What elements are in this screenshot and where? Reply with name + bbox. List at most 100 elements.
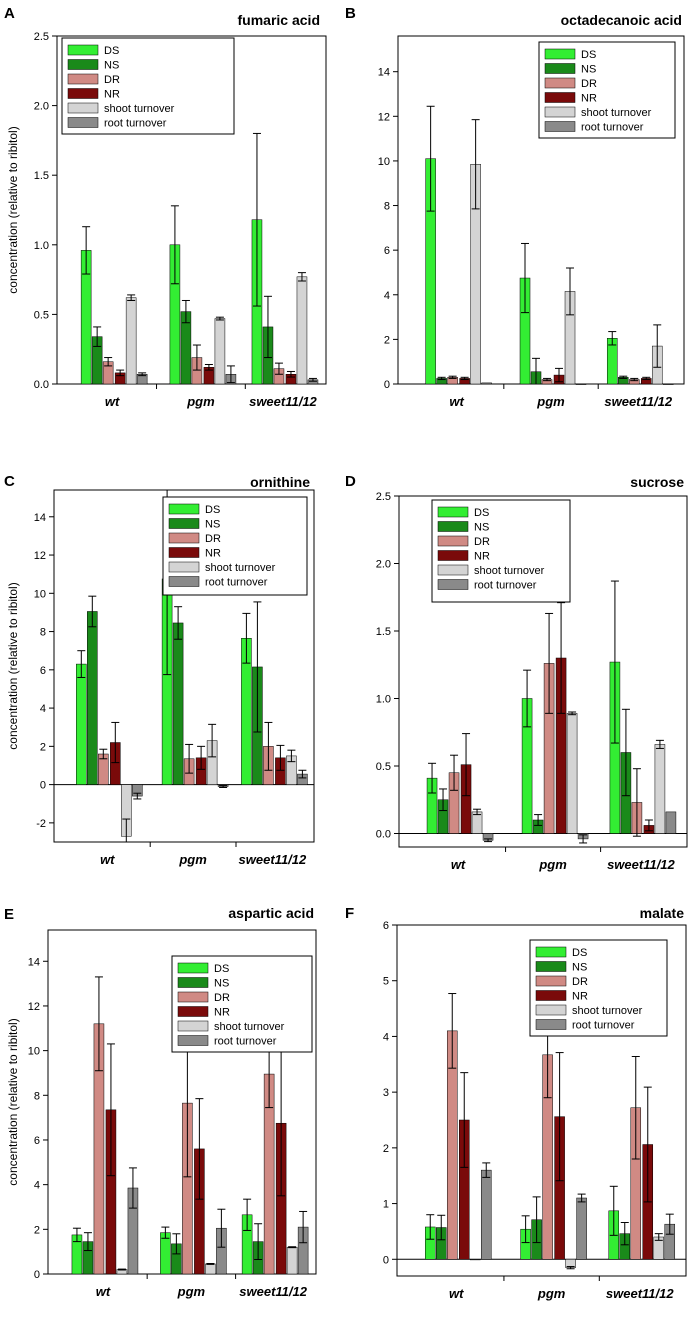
legend-swatch	[544, 106, 576, 118]
x-category-label: sweet11/12	[606, 1286, 674, 1301]
bar	[286, 1246, 298, 1275]
bar	[576, 1197, 587, 1260]
panel-c: -2 0 2 4 6 8 10 12 14 wt pgm sweet11/12 DS NS DR NR shoo…	[4, 473, 315, 867]
legend-swatch	[437, 535, 469, 547]
legend-swatch	[437, 506, 469, 518]
y-tick-label: 2	[40, 741, 46, 753]
legend-swatch	[177, 1006, 209, 1017]
bar	[469, 1259, 481, 1261]
bar	[665, 811, 677, 834]
legend-label: shoot turnover	[205, 562, 276, 574]
legend-label: DS	[104, 45, 119, 57]
y-tick-label: 10	[28, 1046, 40, 1058]
y-tick-label: 6	[384, 245, 390, 257]
panel-a: 0.0 0.5 1.0 1.5 2.0 2.5 wt pgm sweet11/12 DS NS DR N…	[4, 5, 327, 409]
y-tick-label: 0.5	[34, 309, 49, 321]
legend-label: DS	[214, 963, 229, 975]
x-category-label: pgm	[177, 1284, 206, 1299]
legend-label: DR	[572, 976, 588, 988]
y-tick-label: 0.0	[376, 829, 391, 841]
legend-swatch	[67, 73, 99, 85]
legend-label: DR	[581, 78, 597, 90]
legend-label: root turnover	[104, 118, 167, 130]
x-category-label: pgm	[536, 394, 565, 409]
y-tick-label: 14	[378, 67, 390, 79]
y-tick-label: 0	[383, 1254, 389, 1266]
legend-label: shoot turnover	[214, 1021, 285, 1033]
y-tick-label: 8	[384, 201, 390, 213]
legend-swatch	[437, 579, 469, 590]
x-category-label: wt	[449, 394, 464, 409]
y-tick-label: 1	[383, 1199, 389, 1211]
legend-label: NS	[572, 962, 587, 974]
panel-title: ornithine	[250, 474, 310, 490]
legend-label: NS	[214, 978, 229, 990]
y-tick-label: 14	[28, 956, 40, 968]
y-tick-label: 8	[34, 1090, 40, 1102]
legend-label: NR	[104, 89, 120, 101]
legend-swatch	[168, 561, 200, 573]
legend-swatch	[535, 946, 567, 958]
legend-label: DR	[205, 533, 221, 545]
y-tick-label: 12	[28, 1001, 40, 1013]
legend-swatch	[437, 550, 469, 561]
legend-swatch	[544, 48, 576, 60]
y-tick-label: 12	[378, 111, 390, 123]
x-category-label: sweet11/12	[239, 852, 307, 867]
y-tick-label: 3	[383, 1087, 389, 1099]
legend-swatch	[535, 1004, 567, 1016]
legend-swatch	[544, 92, 576, 103]
y-tick-label: 4	[384, 290, 390, 302]
legend-swatch	[168, 518, 200, 529]
legend-label: root turnover	[572, 1020, 635, 1032]
y-tick-label: -2	[36, 818, 46, 830]
legend-swatch	[544, 121, 576, 132]
legend-swatch	[535, 961, 567, 972]
panel-label: A	[4, 5, 15, 22]
legend-label: root turnover	[474, 580, 537, 592]
bar	[481, 382, 492, 385]
legend-label: root turnover	[205, 577, 268, 589]
plot-frame	[398, 495, 688, 848]
legend-swatch	[535, 1019, 567, 1030]
legend-swatch	[437, 564, 469, 576]
y-tick-label: 10	[34, 588, 46, 600]
y-tick-label: 2	[34, 1224, 40, 1236]
panel-title: octadecanoic acid	[561, 12, 682, 28]
legend-label: shoot turnover	[474, 565, 545, 577]
y-tick-label: 0	[40, 780, 46, 792]
legend-label: DR	[474, 536, 490, 548]
legend-swatch	[67, 88, 99, 99]
y-tick-label: 2	[383, 1143, 389, 1155]
legend-label: NR	[581, 93, 597, 105]
plot-frame	[56, 35, 327, 385]
y-tick-label: 1.0	[376, 694, 391, 706]
panel-e: 0 2 4 6 8 10 12 14 wt pgm sweet11/12 DS NS DR NR shoot …	[4, 905, 317, 1299]
bar	[654, 744, 666, 834]
legend-label: shoot turnover	[581, 107, 652, 119]
legend-label: DR	[104, 74, 120, 86]
y-tick-label: 2	[384, 334, 390, 346]
legend-swatch	[535, 975, 567, 987]
y-tick-label: 4	[34, 1180, 40, 1192]
legend-swatch	[168, 503, 200, 515]
y-tick-label: 6	[34, 1135, 40, 1147]
legend-swatch	[544, 77, 576, 89]
y-tick-label: 1.5	[376, 626, 391, 638]
y-tick-label: 10	[378, 156, 390, 168]
y-tick-label: 2.0	[376, 559, 391, 571]
legend-label: NS	[205, 519, 220, 531]
x-category-label: pgm	[178, 852, 207, 867]
legend-label: DS	[581, 49, 596, 61]
x-category-label: wt	[105, 394, 120, 409]
y-tick-label: 0.5	[376, 761, 391, 773]
legend-swatch	[177, 977, 209, 988]
panel-label: D	[345, 473, 356, 490]
plot-frame	[53, 489, 315, 843]
x-category-label: wt	[96, 1284, 111, 1299]
panel-label: E	[4, 906, 14, 923]
legend-swatch	[544, 63, 576, 74]
y-axis-label: concentration (relative to ribitol)	[6, 126, 20, 293]
panel-title: fumaric acid	[238, 12, 320, 28]
